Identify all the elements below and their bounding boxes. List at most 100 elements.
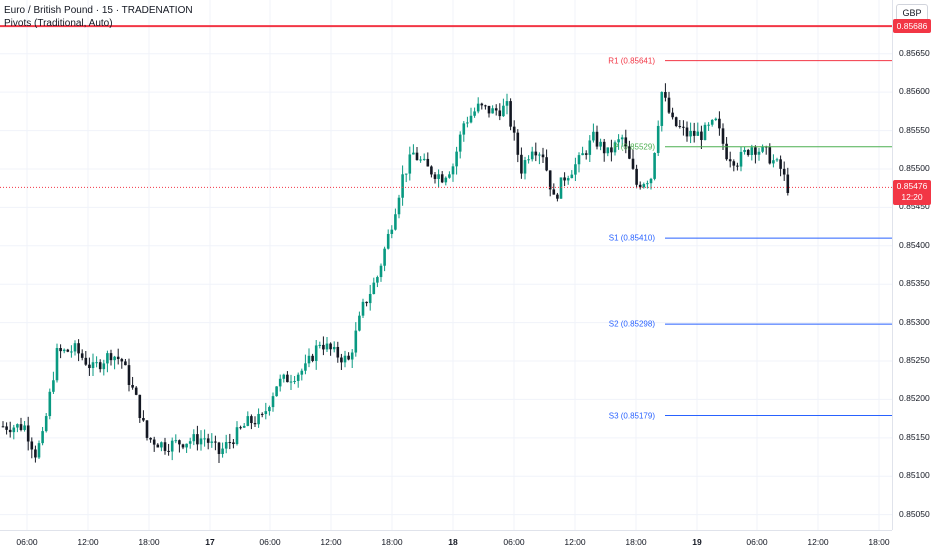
candle-body (192, 434, 196, 442)
candle-body (469, 115, 473, 123)
candle-body (620, 137, 624, 140)
candle-body (73, 343, 77, 352)
candle-body (361, 301, 365, 316)
candle-body (296, 374, 300, 381)
candle-body (120, 359, 124, 362)
candle-body (725, 143, 728, 160)
candle-body (448, 174, 451, 178)
time-tick-label: 17 (205, 537, 215, 547)
candle-body (253, 423, 257, 425)
candle-body (106, 353, 109, 364)
chart-canvas[interactable] (0, 0, 892, 530)
candle-body (181, 444, 185, 448)
candle-body (494, 108, 498, 111)
candle-body (484, 105, 487, 107)
candle-body (55, 348, 59, 381)
candle-body (552, 189, 556, 195)
candle-body (383, 248, 386, 266)
candle-body (505, 101, 509, 106)
candle-body (217, 442, 221, 455)
time-tick-label: 06:00 (503, 537, 525, 547)
candle-body (372, 282, 376, 295)
candle-body (185, 443, 188, 448)
price-axis[interactable]: 0.85650 0.85600 0.85550 0.85500 0.85450 0.854… (892, 0, 932, 530)
candle-body (66, 349, 70, 352)
candle-body (732, 161, 736, 166)
time-axis[interactable]: 06:00 12:00 18:00 17 06:00 12:00 18:00 18 06:00 1… (0, 530, 892, 551)
candle-body (714, 118, 718, 120)
candle-body (642, 184, 646, 188)
candle-body (235, 427, 239, 445)
candle-body (142, 418, 145, 421)
candle-body (754, 147, 757, 155)
candle-body (736, 165, 739, 167)
candle-body (300, 370, 304, 375)
candle-body (516, 132, 520, 155)
candle-body (613, 142, 617, 153)
candle-body (188, 441, 192, 444)
candle-body (228, 442, 232, 444)
candle-body (559, 177, 563, 199)
candle-body (728, 159, 732, 162)
time-tick-label: 19 (692, 537, 702, 547)
candle-body (480, 103, 484, 106)
candle-body (232, 442, 235, 445)
price-tick-label: 0.85600 (899, 86, 930, 97)
candle-body (678, 126, 682, 128)
candle-body (502, 105, 505, 117)
candle-body (689, 130, 692, 137)
candle-body (386, 233, 390, 249)
candle-body (347, 355, 350, 360)
price-tick-label: 0.85100 (899, 470, 930, 481)
pivot-label-s3: S3 (0.85179) (608, 411, 655, 421)
candle-body (635, 168, 638, 185)
candle-body (768, 147, 772, 164)
candle-body (581, 153, 584, 156)
candle-body (548, 170, 552, 190)
candle-body (541, 154, 545, 158)
candle-body (617, 139, 620, 143)
pivot-label-r1: R1 (0.85641) (608, 56, 655, 66)
time-tick-label: 06:00 (16, 537, 38, 547)
candle-body (113, 356, 116, 361)
candle-body (426, 158, 430, 167)
candle-body (757, 151, 761, 155)
time-tick-label: 12:00 (807, 537, 829, 547)
currency-button[interactable]: GBP (896, 4, 928, 22)
candle-body (34, 449, 37, 458)
indicator-title[interactable]: Pivots (Traditional, Auto) (4, 18, 113, 29)
price-tick-label: 0.85350 (899, 278, 930, 289)
candle-body (257, 413, 260, 425)
price-tick-label: 0.85400 (899, 239, 930, 250)
candle-body (160, 442, 163, 448)
candle-body (700, 131, 703, 141)
candle-body (473, 111, 476, 116)
candle-body (718, 118, 721, 129)
pivot-label-p: P (0.85529) (613, 142, 655, 152)
candle-body (304, 363, 307, 371)
candle-body (52, 380, 55, 392)
candle-body (1, 426, 5, 428)
candle-body (509, 101, 512, 127)
candle-body (466, 122, 469, 124)
candle-body (379, 265, 383, 278)
time-tick-label: 12:00 (320, 537, 342, 547)
candle-body (422, 158, 426, 160)
candle-body (80, 353, 84, 358)
candle-body (462, 123, 466, 135)
candle-body (444, 177, 448, 183)
candle-body (710, 119, 714, 125)
candle-body (566, 178, 570, 181)
price-tick-label: 0.85300 (899, 316, 930, 327)
candle-body (592, 131, 595, 141)
candle-body (340, 357, 343, 363)
symbol-title[interactable]: Euro / British Pound · 15 · TRADENATION (4, 5, 193, 16)
candle-body (430, 166, 433, 175)
candle-body (775, 159, 779, 161)
chart-area[interactable] (0, 0, 892, 530)
candle-body (102, 363, 106, 370)
candle-body (77, 343, 80, 354)
candle-body (163, 442, 167, 451)
candle-body (534, 151, 538, 156)
candle-body (239, 427, 242, 429)
